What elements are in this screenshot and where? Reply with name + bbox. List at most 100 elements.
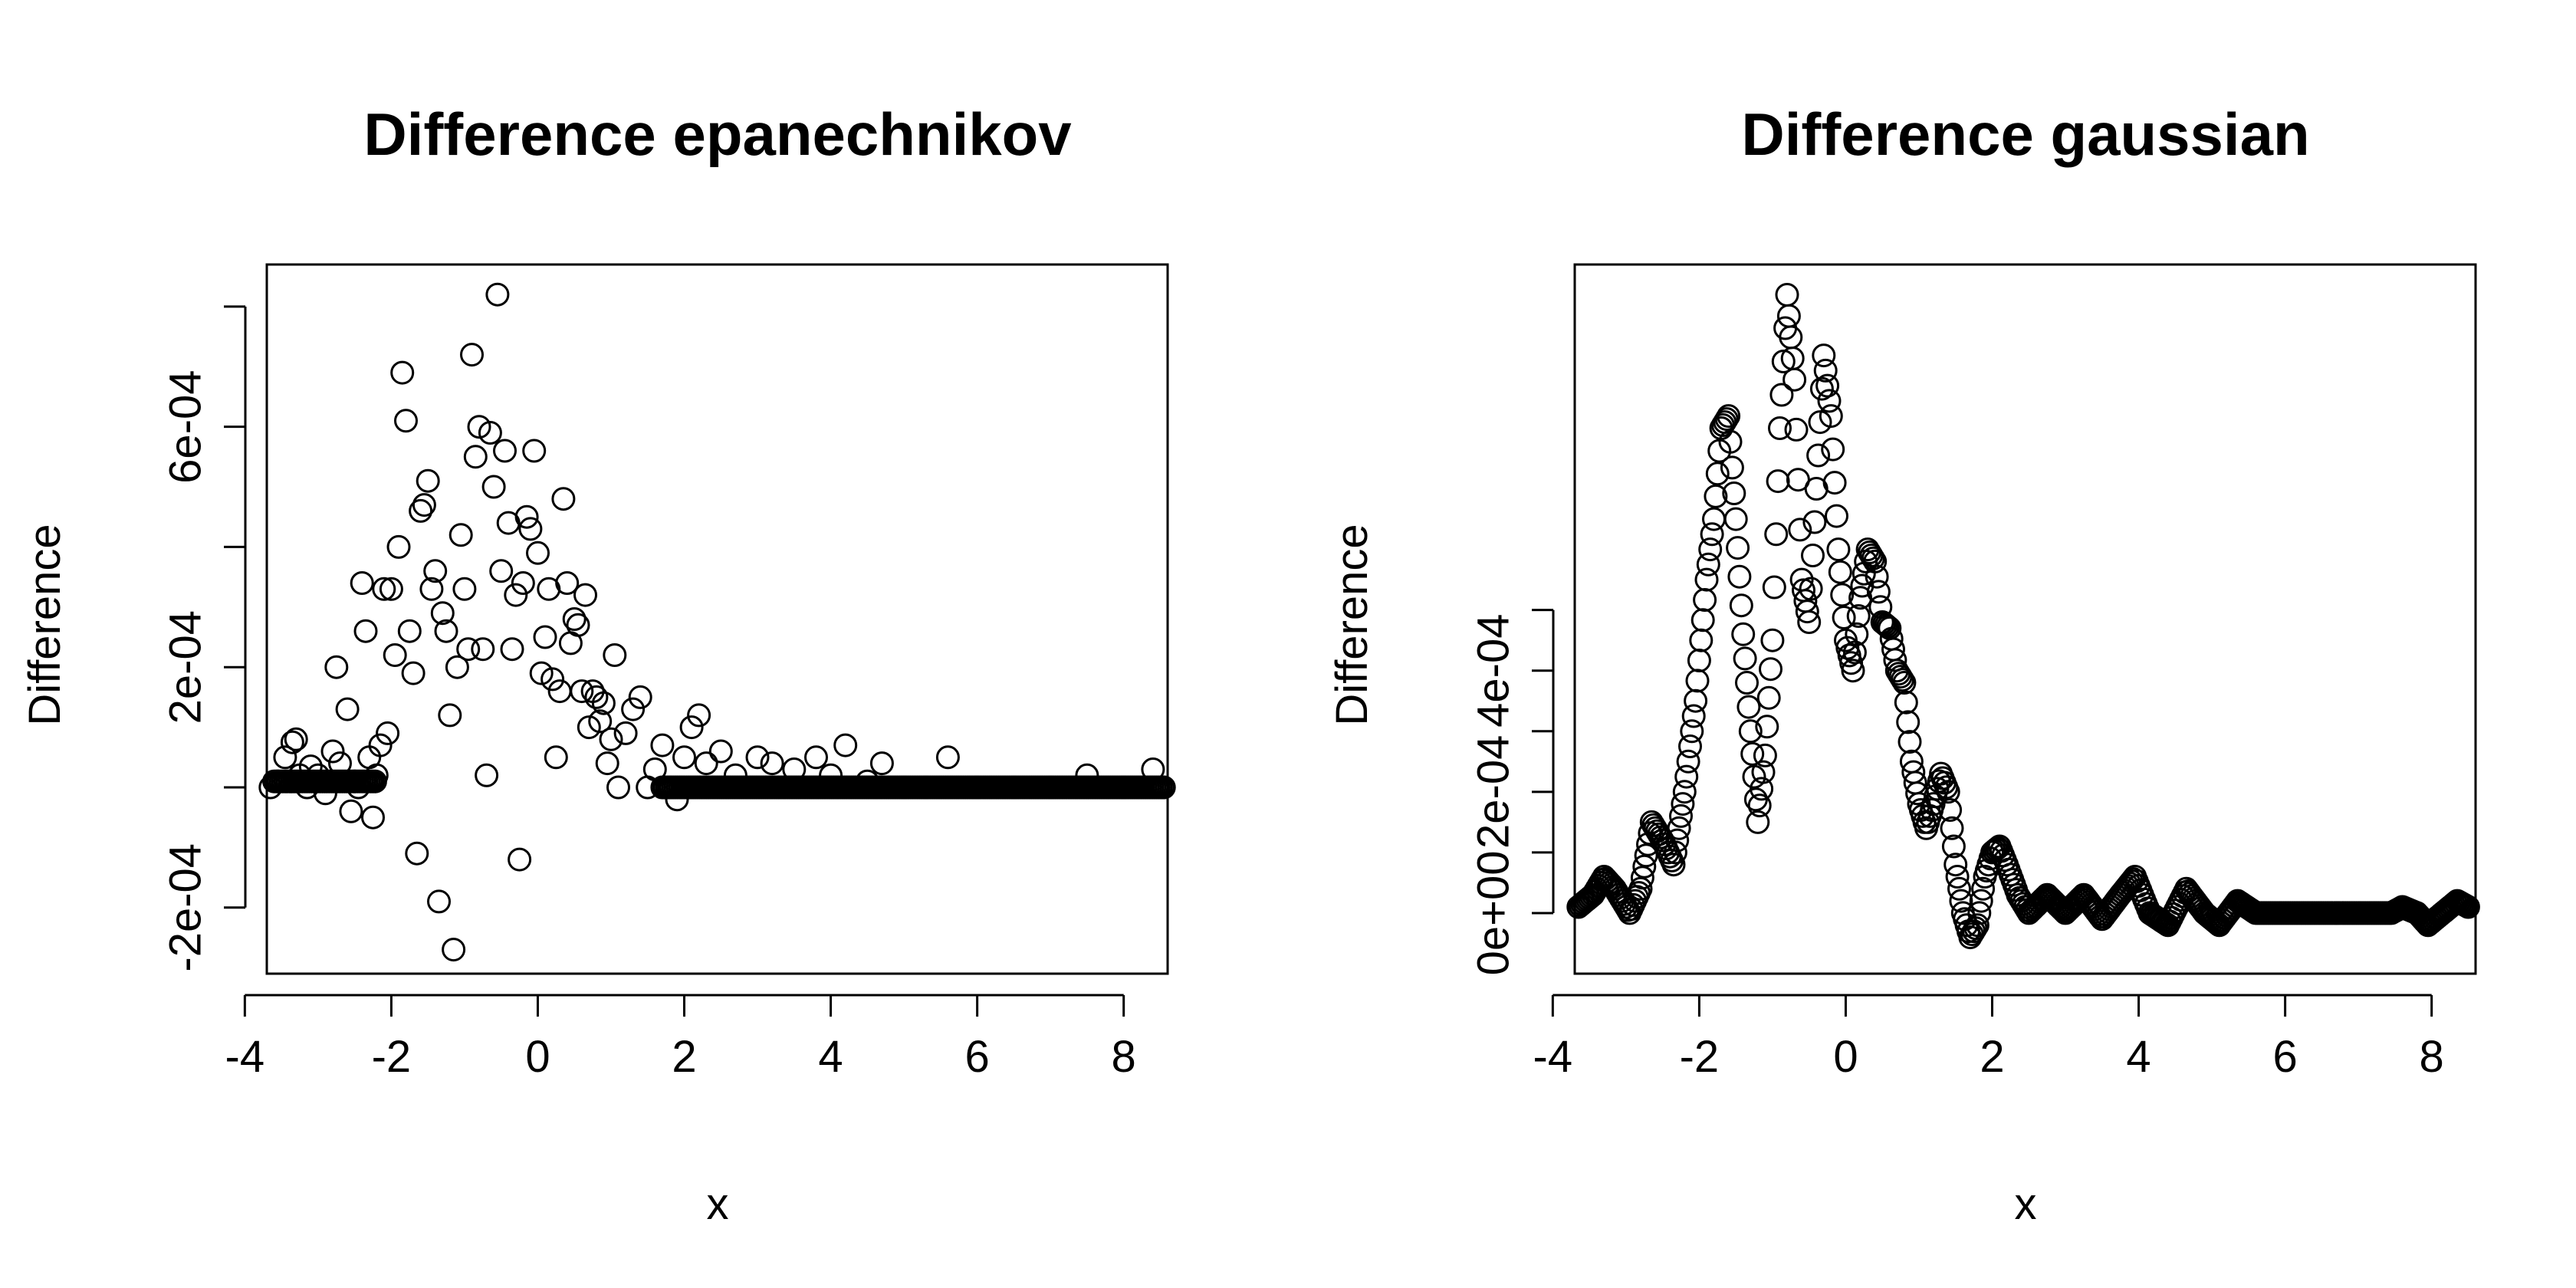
x-tick-label: -2 bbox=[372, 1032, 412, 1082]
data-point bbox=[445, 655, 469, 679]
data-point bbox=[504, 583, 528, 607]
data-point bbox=[1714, 407, 1739, 432]
data-point bbox=[1667, 816, 1691, 840]
data-point bbox=[1812, 343, 1836, 368]
data-point bbox=[1756, 685, 1781, 710]
data-point bbox=[1766, 469, 1790, 494]
y-tick-label: 0e+00 bbox=[1469, 850, 1519, 975]
data-point bbox=[405, 841, 429, 866]
data-point bbox=[452, 577, 477, 601]
data-point bbox=[1808, 410, 1832, 435]
data-point bbox=[529, 661, 554, 685]
data-point bbox=[1962, 919, 1986, 944]
data-point bbox=[427, 889, 451, 914]
y-tick-label: 6e-04 bbox=[161, 370, 211, 483]
data-point bbox=[1846, 604, 1871, 628]
data-point bbox=[1747, 794, 1772, 818]
data-point bbox=[419, 577, 444, 601]
data-point bbox=[1938, 798, 1963, 822]
data-point bbox=[833, 733, 858, 757]
data-point bbox=[1685, 669, 1710, 693]
data-point bbox=[1704, 484, 1728, 508]
data-point bbox=[804, 745, 828, 770]
data-point bbox=[672, 745, 696, 770]
data-point bbox=[489, 559, 514, 583]
data-point bbox=[1718, 429, 1743, 454]
data-point bbox=[650, 733, 675, 757]
data-point bbox=[1750, 777, 1774, 801]
data-point bbox=[1727, 564, 1752, 589]
data-point bbox=[1822, 471, 1847, 495]
data-point bbox=[1733, 646, 1757, 671]
x-tick-label: -4 bbox=[1533, 1032, 1573, 1082]
data-point bbox=[376, 721, 400, 745]
scatter-points bbox=[258, 282, 1176, 962]
data-point bbox=[613, 721, 638, 745]
data-point bbox=[284, 727, 308, 751]
data-point bbox=[1717, 404, 1741, 429]
data-point bbox=[353, 619, 378, 643]
data-point bbox=[1764, 522, 1789, 547]
data-point bbox=[449, 523, 473, 547]
x-axis: -4 -2 0 2 4 6 8 bbox=[225, 994, 1136, 1082]
data-point bbox=[1898, 730, 1922, 754]
data-point bbox=[1678, 734, 1702, 758]
data-point bbox=[1680, 719, 1704, 744]
data-point bbox=[1969, 889, 1993, 913]
data-point bbox=[1980, 840, 2004, 865]
data-point bbox=[363, 769, 387, 794]
data-point bbox=[1672, 780, 1697, 804]
data-point bbox=[547, 679, 572, 704]
data-point bbox=[1888, 665, 1913, 689]
data-point bbox=[1694, 567, 1719, 592]
data-point bbox=[397, 619, 422, 643]
data-point bbox=[1865, 564, 1889, 589]
data-point bbox=[1872, 611, 1897, 636]
data-point bbox=[935, 745, 960, 770]
data-point bbox=[533, 625, 557, 649]
x-tick-label: 2 bbox=[672, 1032, 696, 1082]
data-point bbox=[1830, 583, 1855, 607]
data-point bbox=[1815, 373, 1840, 398]
data-point bbox=[460, 343, 484, 367]
data-point bbox=[1735, 671, 1759, 695]
data-point bbox=[599, 727, 623, 751]
data-point bbox=[566, 613, 590, 637]
data-point bbox=[1684, 688, 1708, 713]
y-tick-label: 2e-04 bbox=[1469, 735, 1519, 849]
data-point bbox=[1825, 504, 1848, 528]
y-axis: -2e-04 2e-04 6e-04 bbox=[161, 305, 247, 972]
data-point bbox=[423, 559, 448, 583]
data-point bbox=[1832, 606, 1856, 629]
data-point bbox=[540, 667, 565, 692]
data-point bbox=[1949, 889, 1973, 913]
data-point bbox=[1821, 437, 1845, 462]
x-axis-label: x bbox=[2015, 1179, 2037, 1229]
data-point bbox=[511, 571, 535, 595]
data-point bbox=[324, 655, 349, 679]
data-point bbox=[1723, 507, 1748, 531]
data-point bbox=[1963, 916, 1988, 941]
data-point bbox=[1967, 901, 1992, 925]
data-point bbox=[1896, 710, 1921, 734]
x-tick-label: 0 bbox=[525, 1032, 550, 1082]
data-point bbox=[1841, 659, 1865, 683]
data-point bbox=[595, 751, 619, 776]
data-point bbox=[628, 685, 652, 709]
data-point bbox=[409, 498, 433, 523]
chart-panel-gaussian: Difference gaussian x Difference -4 -2 0 2 4… bbox=[1327, 100, 2480, 1229]
data-point bbox=[273, 745, 297, 770]
data-point bbox=[386, 534, 411, 559]
data-point bbox=[1861, 546, 1885, 570]
data-point bbox=[1760, 628, 1785, 652]
data-point bbox=[1826, 537, 1851, 562]
data-point bbox=[1663, 840, 1687, 865]
data-point bbox=[339, 799, 363, 823]
data-point bbox=[1768, 416, 1792, 440]
data-point bbox=[1797, 610, 1822, 634]
data-point bbox=[694, 751, 718, 776]
data-point bbox=[1817, 389, 1842, 413]
data-point bbox=[1795, 600, 1819, 624]
